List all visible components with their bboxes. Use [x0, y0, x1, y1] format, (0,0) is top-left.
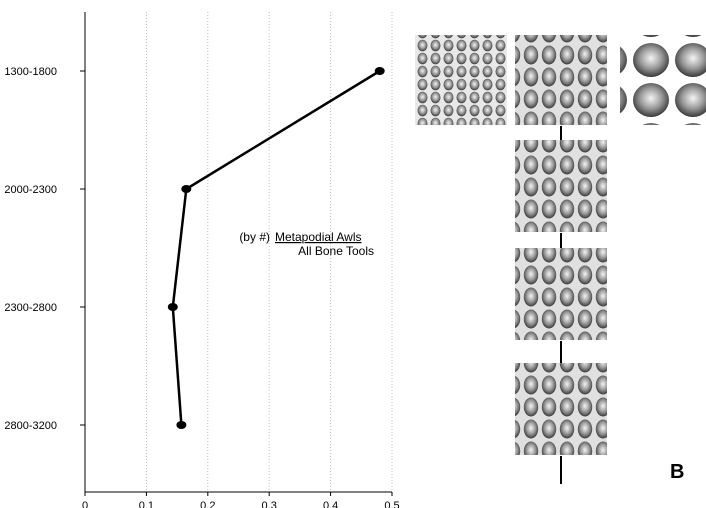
annotation-prefix: (by #) [239, 230, 270, 244]
data-point [176, 421, 187, 429]
chart-plot-area: 1300-1800 2000-2300 2300-2800 2800-3200 0 0.… [4, 12, 400, 508]
chart-grid [145, 12, 393, 492]
annotation-denominator: All Bone Tools [298, 244, 374, 258]
x-tick-label: 0.4 [323, 500, 338, 508]
series-line [167, 67, 385, 429]
x-tick-label: 0.5 [384, 500, 399, 508]
y-tick-label: 1300-1800 [4, 66, 57, 78]
annotation-numerator: Metapodial Awls [275, 230, 362, 244]
y-axis-ticks: 1300-1800 2000-2300 2300-2800 2800-3200 [4, 66, 85, 432]
texture-tile-top-middle [515, 35, 607, 125]
y-tick-label: 2000-2300 [4, 184, 57, 196]
panel-b: B [415, 35, 706, 484]
y-tick-label: 2300-2800 [4, 302, 57, 314]
x-tick-label: 0.1 [139, 500, 154, 508]
texture-tile-large [620, 35, 706, 125]
texture-tile-middle-2 [515, 248, 607, 340]
chart-annotation: (by #) Metapodial Awls All Bone Tools [239, 230, 374, 258]
texture-tile-middle-3 [515, 363, 607, 455]
data-point [167, 303, 178, 311]
x-axis-ticks: 0 0.1 0.2 0.3 0.4 0.5 [82, 492, 400, 508]
x-tick-label: 0.2 [200, 500, 215, 508]
panel-label: B [670, 461, 684, 483]
x-tick-label: 0 [82, 500, 88, 508]
x-tick-label: 0.3 [262, 500, 277, 508]
data-point [181, 185, 192, 193]
texture-tile-small [415, 35, 507, 125]
y-tick-label: 2800-3200 [4, 420, 57, 432]
series-polyline [171, 69, 381, 426]
data-point [374, 67, 385, 75]
texture-tile-middle-1 [515, 140, 607, 232]
